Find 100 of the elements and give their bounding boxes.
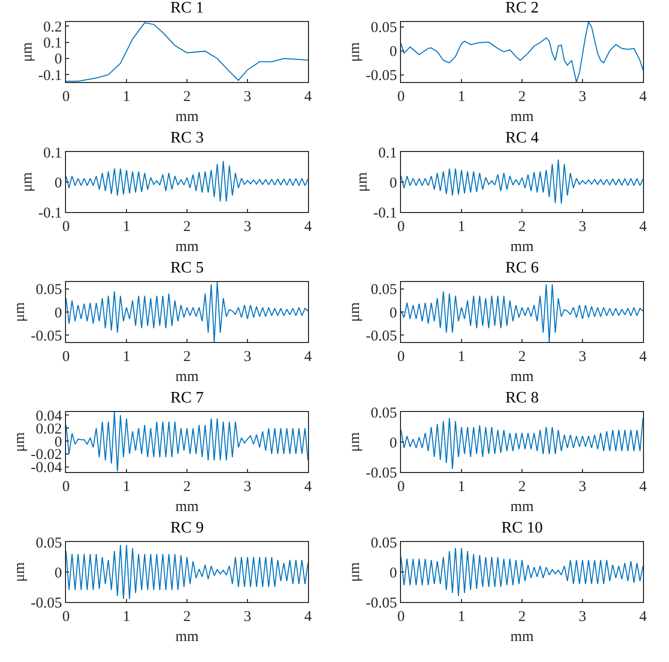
x-axis-title: mm (175, 499, 199, 515)
y-tick-label: 0.2 (43, 19, 62, 36)
line-series (66, 544, 308, 600)
y-tick-label: 0.05 (36, 535, 62, 552)
x-tick-label: 3 (244, 479, 252, 495)
x-axis-title: mm (510, 239, 534, 255)
line-series (66, 160, 308, 202)
x-tick-label: 3 (578, 89, 586, 105)
y-tick-label: 0 (54, 175, 62, 192)
x-tick-label: 1 (458, 89, 466, 105)
y-axis-title: μm (347, 562, 363, 582)
y-axis-title: μm (347, 42, 363, 62)
x-tick-label: 1 (122, 89, 130, 105)
chart-title: RC 6 (505, 260, 539, 277)
y-tick-label: 0.1 (378, 145, 397, 162)
x-tick-label: 1 (122, 479, 130, 495)
x-axis-title: mm (175, 369, 199, 385)
x-tick-label: 2 (183, 609, 191, 625)
x-tick-label: 4 (639, 89, 648, 105)
y-tick-label: -0.05 (366, 328, 397, 344)
y-tick-label: -0.05 (366, 465, 397, 482)
line-series (401, 159, 643, 204)
x-tick-label: 3 (244, 89, 252, 105)
y-tick-label: 0 (390, 435, 397, 452)
x-tick-label: 2 (183, 349, 191, 365)
x-tick-label: 4 (304, 219, 312, 235)
y-axis-title: μm (12, 562, 28, 582)
y-tick-label: 0 (54, 305, 62, 322)
x-tick-label: 1 (122, 609, 130, 625)
line-series (66, 22, 308, 82)
x-tick-label: 1 (458, 479, 466, 495)
x-tick-label: 2 (183, 89, 191, 105)
x-tick-label: 4 (639, 609, 648, 625)
y-axis-title: μm (12, 432, 28, 452)
x-tick-label: 4 (304, 609, 312, 625)
y-tick-label: -0.05 (366, 68, 397, 84)
chart-title: RC 4 (505, 130, 539, 147)
x-tick-label: 1 (122, 219, 130, 235)
y-tick-label: 0.1 (43, 36, 62, 52)
y-tick-label: 0 (54, 565, 62, 582)
chart-title: RC 3 (170, 130, 204, 147)
y-tick-label: 0 (390, 175, 397, 192)
chart-title: RC 5 (170, 260, 204, 277)
x-axis-title: mm (510, 629, 534, 645)
y-tick-label: -0.1 (38, 68, 62, 84)
x-axis-title: mm (510, 499, 534, 515)
x-tick-label: 2 (518, 609, 526, 625)
x-tick-label: 2 (518, 479, 526, 495)
y-axis-title: μm (347, 432, 363, 452)
chart-title: RC 8 (505, 390, 539, 407)
x-axis-title: mm (510, 109, 534, 125)
line-series (401, 548, 643, 596)
x-tick-label: 4 (304, 349, 312, 365)
line-series (66, 282, 308, 342)
x-tick-label: 3 (578, 219, 586, 235)
y-axis-title: μm (12, 302, 28, 322)
x-tick-label: 1 (458, 349, 466, 365)
y-tick-label: 0.05 (370, 282, 397, 298)
line-series (401, 418, 643, 470)
x-tick-label: 3 (244, 609, 252, 625)
x-tick-label: 4 (639, 479, 648, 495)
y-axis-title: μm (354, 172, 370, 192)
x-tick-label: 4 (304, 479, 312, 495)
chart-title: RC 10 (501, 520, 543, 537)
chart-title: RC 9 (170, 520, 204, 537)
x-tick-label: 3 (578, 349, 586, 365)
y-tick-label: 0 (390, 44, 397, 60)
x-axis-title: mm (510, 369, 534, 385)
y-tick-label: -0.05 (30, 328, 62, 344)
y-tick-label: -0.05 (366, 595, 397, 612)
y-axis-title: μm (347, 302, 363, 322)
y-tick-label: 0.05 (370, 535, 397, 552)
y-tick-label: 0.1 (43, 145, 62, 162)
x-tick-label: 4 (304, 89, 312, 105)
y-tick-label: -0.1 (38, 205, 62, 222)
x-axis-title: mm (175, 629, 199, 645)
x-tick-label: 2 (518, 89, 526, 105)
x-tick-label: 2 (518, 219, 526, 235)
x-axis-title: mm (175, 239, 199, 255)
x-tick-label: 1 (458, 219, 466, 235)
y-tick-label: 0.05 (370, 20, 397, 36)
line-series (401, 22, 643, 82)
line-series (66, 412, 308, 472)
y-tick-label: -0.05 (30, 595, 62, 612)
y-axis-title: μm (20, 172, 36, 192)
chart-title: RC 1 (170, 0, 204, 17)
y-tick-label: 0 (390, 565, 397, 582)
y-tick-label: 0 (390, 305, 397, 322)
x-tick-label: 3 (578, 479, 586, 495)
x-axis-title: mm (175, 109, 199, 125)
x-tick-label: 3 (244, 219, 252, 235)
x-tick-label: 3 (578, 609, 586, 625)
y-tick-label: 0 (54, 52, 62, 68)
x-tick-label: 4 (639, 349, 648, 365)
chart-title: RC 7 (170, 390, 204, 407)
y-tick-label: 0.05 (370, 405, 397, 422)
x-tick-label: 2 (183, 219, 191, 235)
y-axis-title: μm (20, 42, 36, 62)
line-series (401, 284, 643, 342)
x-tick-label: 1 (122, 349, 130, 365)
